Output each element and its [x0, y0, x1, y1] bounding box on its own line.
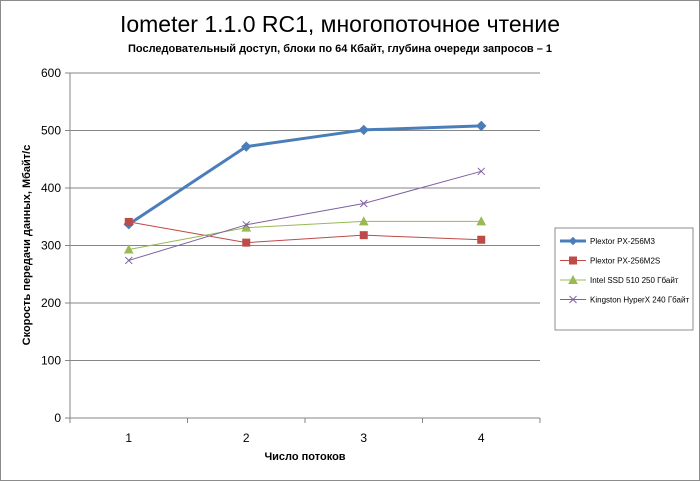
- y-tick-label: 100: [41, 354, 61, 368]
- x-tick-label: 3: [360, 431, 367, 445]
- data-point: [358, 124, 369, 136]
- legend-box: [554, 227, 694, 331]
- legend-swatch-marker: [569, 295, 577, 304]
- data-point: [359, 199, 368, 208]
- x-tick-label: 2: [243, 431, 250, 445]
- data-point: [124, 256, 133, 265]
- y-tick-label: 600: [41, 66, 61, 80]
- data-point: [124, 217, 133, 226]
- gridlines: [65, 72, 540, 419]
- x-axis-title: Число потоков: [264, 451, 345, 463]
- legend-label: Kingston HyperX 240 Гбайт: [590, 296, 689, 305]
- legend-swatch-marker: [568, 274, 578, 284]
- marker-stroke: [477, 167, 486, 176]
- data-point: [477, 235, 486, 244]
- series-line: [128, 220, 482, 251]
- x-tick-labels: 1 2 3 4: [125, 431, 485, 445]
- data-point: [358, 216, 369, 226]
- series-4: [124, 167, 486, 265]
- legend-item: Plextor PX-256M2S: [560, 256, 660, 266]
- chart-title: Iometer 1.1.0 RC1, многопоточное чтение: [120, 11, 560, 37]
- legend-swatch-marker: [568, 236, 578, 246]
- legend-item: Intel SSD 510 250 Гбайт: [560, 274, 679, 285]
- y-tick-label: 0: [54, 411, 61, 425]
- plot-series: [123, 120, 487, 265]
- x-tick-label: 1: [125, 431, 132, 445]
- data-point: [242, 238, 251, 247]
- legend: Plextor PX-256M3 Plextor PX-256M2S Intel S…: [554, 227, 694, 331]
- series-3: [123, 216, 487, 254]
- data-point: [476, 120, 487, 132]
- legend-item: Plextor PX-256M3: [560, 236, 655, 246]
- series-1: [123, 120, 487, 230]
- legend-swatch-marker: [569, 256, 577, 265]
- data-point: [123, 244, 134, 254]
- data-point: [476, 216, 487, 226]
- marker-stroke: [359, 199, 368, 208]
- marker-stroke: [124, 256, 133, 265]
- data-point: [242, 220, 251, 229]
- data-point: [477, 167, 486, 176]
- series-line: [127, 124, 482, 226]
- marker-stroke: [569, 295, 577, 304]
- axes: [69, 73, 541, 423]
- series-line: [128, 170, 482, 261]
- legend-item: Kingston HyperX 240 Гбайт: [560, 296, 689, 305]
- data-point: [241, 141, 252, 152]
- x-tick-label: 4: [478, 431, 485, 445]
- legend-label: Intel SSD 510 250 Гбайт: [590, 276, 679, 285]
- y-tick-label: 300: [41, 239, 61, 253]
- series-line: [128, 221, 482, 244]
- series-2: [124, 217, 486, 247]
- y-tick-label: 400: [41, 181, 61, 195]
- y-axis-title: Скорость передачи данных, Мбайт/с: [21, 145, 33, 346]
- chart-subtitle: Последовательный доступ, блоки по 64 Кба…: [128, 43, 552, 55]
- marker-stroke: [242, 220, 251, 229]
- y-tick-label: 500: [41, 124, 61, 138]
- y-tick-labels: 0 100 200 300 400 500 600: [41, 66, 61, 425]
- y-tick-label: 200: [41, 296, 61, 310]
- legend-label: Plextor PX-256M3: [590, 237, 655, 246]
- legend-label: Plextor PX-256M2S: [590, 257, 660, 266]
- data-point: [359, 231, 368, 240]
